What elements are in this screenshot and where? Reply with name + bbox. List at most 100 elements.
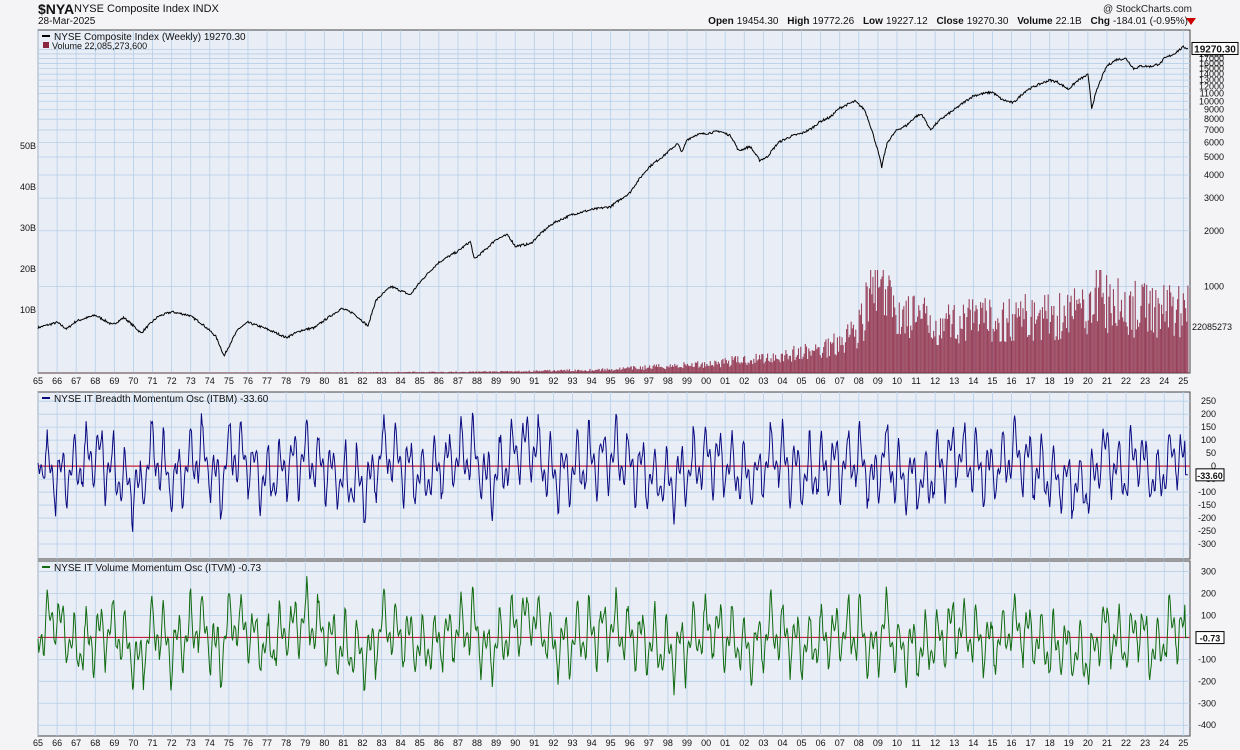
x-tick-label-top: 81 [338, 376, 348, 386]
x-tick-label-top: 07 [835, 376, 845, 386]
x-tick-label-bottom: 87 [453, 738, 463, 748]
x-tick-label-bottom: 94 [587, 738, 597, 748]
x-tick-label-bottom: 05 [797, 738, 807, 748]
x-tick-label-top: 85 [415, 376, 425, 386]
x-tick-label-top: 24 [1159, 376, 1169, 386]
x-tick-label-bottom: 22 [1121, 738, 1131, 748]
chg-label: Chg [1090, 16, 1110, 27]
x-tick-label-bottom: 91 [529, 738, 539, 748]
open-label: Open [708, 16, 734, 27]
y-tick-label: 100 [1201, 610, 1216, 620]
ohlc-readout: Open 19454.30 High 19772.26 Low 19227.12 Cl… [702, 16, 1188, 27]
x-tick-label-top: 72 [167, 376, 177, 386]
index-name: NYSE Composite Index INDX [74, 3, 219, 15]
x-tick-label-bottom: 67 [71, 738, 81, 748]
x-tick-label-top: 00 [701, 376, 711, 386]
low-label: Low [862, 16, 883, 27]
x-tick-label-bottom: 88 [472, 738, 482, 748]
x-tick-label-top: 21 [1102, 376, 1112, 386]
x-tick-label-bottom: 08 [854, 738, 864, 748]
x-tick-label-top: 05 [797, 376, 807, 386]
oscillator-last-value: -33.60 [1197, 471, 1223, 481]
x-tick-label-bottom: 95 [606, 738, 616, 748]
chg-value: -184.01 (-0.95%) [1112, 16, 1188, 27]
x-tick-label-top: 77 [262, 376, 272, 386]
x-tick-label-top: 16 [1007, 376, 1017, 386]
y-tick-label: 6000 [1204, 137, 1224, 147]
x-tick-label-top: 04 [777, 376, 787, 386]
x-tick-label-bottom: 85 [415, 738, 425, 748]
x-tick-label-bottom: 92 [548, 738, 558, 748]
x-tick-label-top: 98 [663, 376, 673, 386]
x-tick-label-top: 19 [1064, 376, 1074, 386]
x-tick-label-bottom: 06 [816, 738, 826, 748]
x-tick-label-top: 22 [1121, 376, 1131, 386]
x-tick-label-bottom: 78 [281, 738, 291, 748]
x-tick-label-bottom: 80 [319, 738, 329, 748]
x-tick-label-top: 91 [529, 376, 539, 386]
volume-tick-label: 20B [20, 264, 36, 274]
x-tick-label-bottom: 96 [625, 738, 635, 748]
x-tick-label-top: 25 [1178, 376, 1188, 386]
x-tick-label-top: 20 [1083, 376, 1093, 386]
volume-legend-swatch [43, 42, 49, 48]
x-tick-label-bottom: 83 [377, 738, 387, 748]
x-tick-label-top: 15 [987, 376, 997, 386]
x-tick-label-top: 14 [968, 376, 978, 386]
x-tick-label-bottom: 13 [949, 738, 959, 748]
x-tick-label-top: 97 [644, 376, 654, 386]
y-tick-label: 7000 [1204, 125, 1224, 135]
volume-value: 22.1B [1055, 16, 1082, 27]
y-tick-label: -250 [1198, 526, 1216, 536]
x-tick-label-top: 74 [205, 376, 215, 386]
x-tick-label-top: 87 [453, 376, 463, 386]
y-tick-label: 13000 [1199, 75, 1224, 85]
x-tick-label-bottom: 11 [911, 738, 920, 748]
low-value: 19227.12 [885, 16, 928, 27]
y-tick-label: -150 [1198, 500, 1216, 510]
x-tick-label-bottom: 03 [758, 738, 768, 748]
y-tick-label: 300 [1201, 567, 1216, 577]
x-tick-label-bottom: 21 [1102, 738, 1112, 748]
x-tick-label-bottom: 00 [701, 738, 711, 748]
x-tick-label-top: 96 [625, 376, 635, 386]
x-tick-label-bottom: 73 [186, 738, 196, 748]
y-tick-label: -200 [1198, 676, 1216, 686]
x-tick-label-bottom: 75 [224, 738, 234, 748]
x-tick-label-bottom: 17 [1026, 738, 1036, 748]
x-tick-label-top: 90 [510, 376, 520, 386]
chart-date: 28-Mar-2025 [38, 16, 96, 27]
x-tick-label-bottom: 15 [987, 738, 997, 748]
x-tick-label-top: 13 [949, 376, 959, 386]
oscillator-legend: NYSE IT Breadth Momentum Osc (ITBM) -33.… [54, 394, 269, 405]
x-tick-label-top: 94 [587, 376, 597, 386]
x-tick-label-top: 73 [186, 376, 196, 386]
y-tick-label: 5000 [1204, 152, 1224, 162]
x-tick-label-top: 83 [377, 376, 387, 386]
oscillator-last-value: -0.73 [1200, 634, 1221, 644]
x-tick-label-bottom: 07 [835, 738, 845, 748]
y-tick-label: 150 [1201, 422, 1216, 432]
y-tick-label: -200 [1198, 513, 1216, 523]
oscillator-last-tag [1195, 468, 1225, 482]
x-tick-label-bottom: 82 [357, 738, 367, 748]
x-tick-label-bottom: 09 [873, 738, 883, 748]
x-tick-label-bottom: 04 [777, 738, 787, 748]
x-tick-label-top: 66 [52, 376, 62, 386]
x-tick-label-bottom: 14 [968, 738, 978, 748]
x-tick-label-bottom: 01 [720, 738, 730, 748]
panel-2 [37, 391, 1191, 560]
x-tick-label-bottom: 72 [167, 738, 177, 748]
x-tick-label-bottom: 18 [1045, 738, 1055, 748]
x-tick-label-top: 99 [682, 376, 692, 386]
x-tick-label-bottom: 79 [300, 738, 310, 748]
y-tick-label: 11000 [1200, 89, 1224, 99]
y-tick-label: 4000 [1204, 170, 1224, 180]
high-value: 19772.26 [812, 16, 855, 27]
price-last-tag [1191, 41, 1239, 55]
x-tick-label-top: 92 [548, 376, 558, 386]
y-tick-label: 250 [1201, 396, 1216, 406]
x-tick-label-bottom: 74 [205, 738, 215, 748]
y-tick-label: 1000 [1204, 282, 1224, 292]
